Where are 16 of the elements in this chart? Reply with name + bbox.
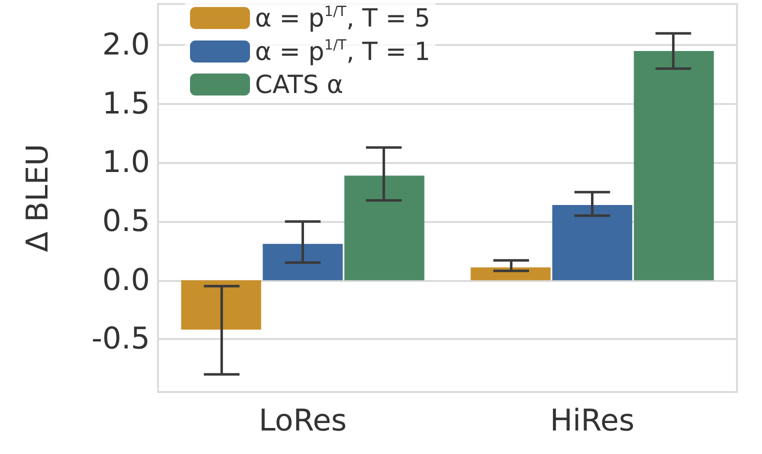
y-tick-label: 0.0 — [102, 262, 150, 298]
bar — [344, 176, 424, 280]
x-tick-label: HiRes — [550, 404, 634, 438]
legend-label: CATS α — [255, 70, 344, 99]
bar — [634, 51, 714, 280]
bar — [470, 267, 551, 280]
x-tick-label: LoRes — [258, 404, 347, 438]
y-tick-label: 1.5 — [102, 86, 150, 122]
y-tick-label: 0.5 — [102, 204, 150, 240]
bar — [262, 244, 343, 280]
bar — [552, 205, 632, 280]
y-tick-label: 1.0 — [102, 145, 150, 180]
y-axis-title: Δ BLEU — [20, 144, 56, 252]
y-tick-label: -0.5 — [91, 322, 150, 357]
y-tick-label: 2.0 — [102, 28, 150, 63]
bar — [181, 280, 262, 330]
